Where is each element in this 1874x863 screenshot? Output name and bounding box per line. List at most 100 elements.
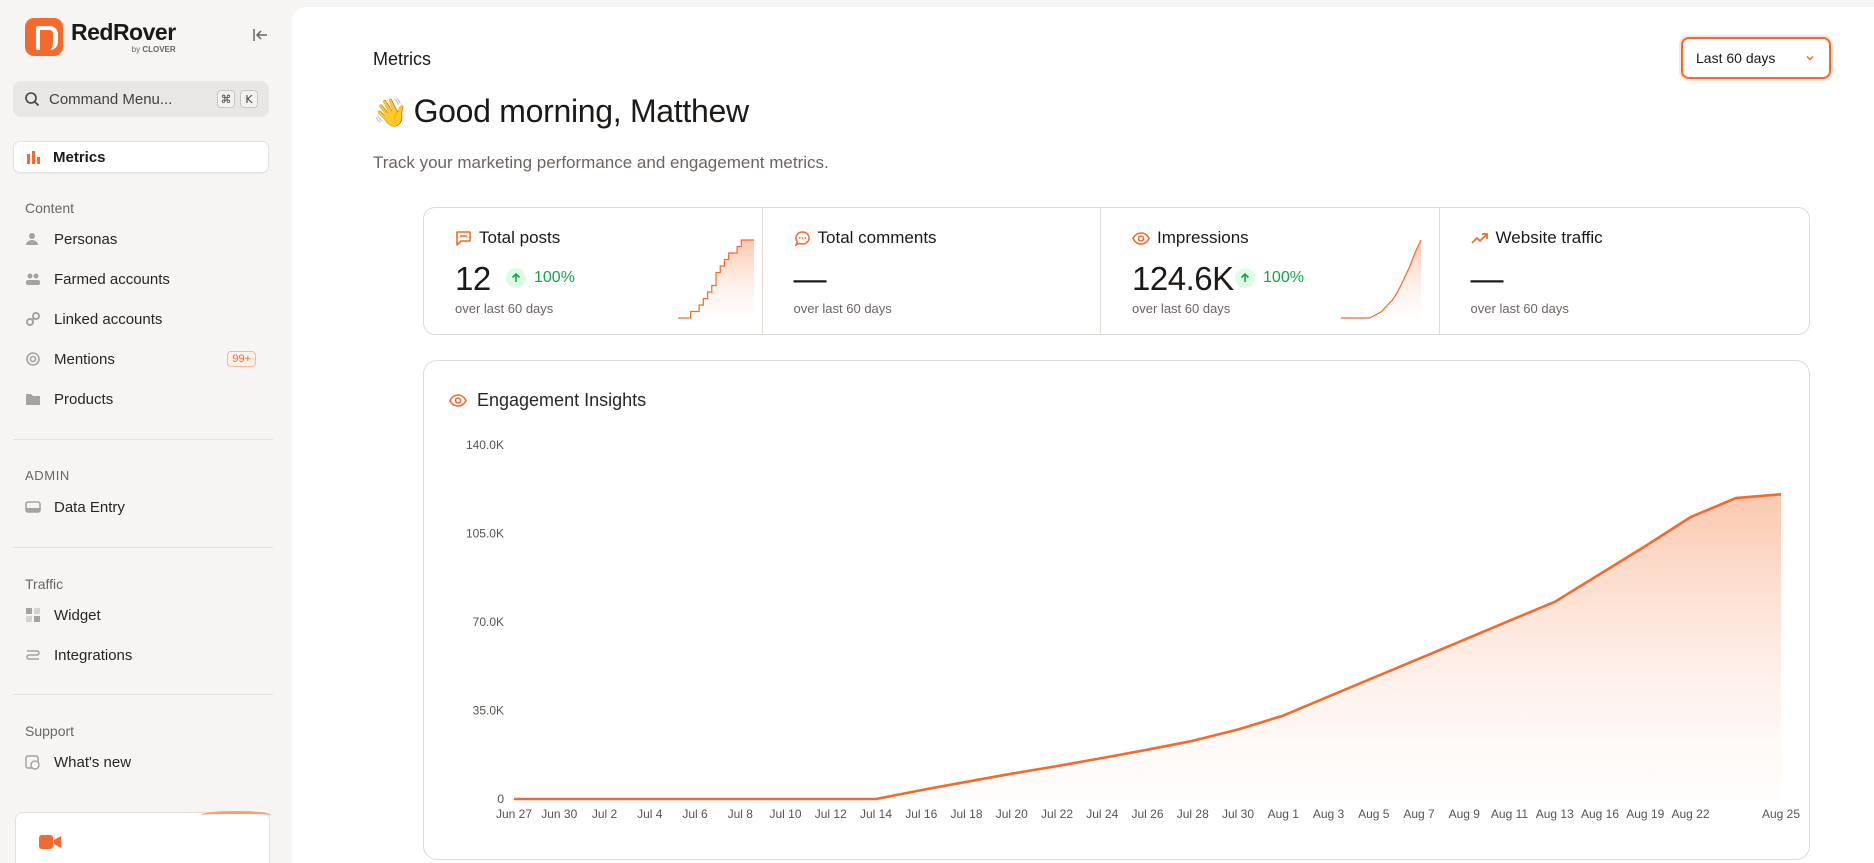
section-traffic: Traffic — [25, 576, 64, 592]
inbox-icon — [25, 501, 41, 513]
sidebar-item-whats-new[interactable]: What's new — [13, 746, 269, 778]
bar-chart-icon — [27, 151, 40, 164]
x-tick-label: Jun 30 — [541, 807, 577, 821]
message-square-icon — [456, 230, 471, 246]
x-tick-label: Jul 28 — [1177, 807, 1209, 821]
news-icon — [25, 755, 40, 770]
x-tick-label: Jul 6 — [682, 807, 708, 821]
mentions-badge: 99+ — [227, 351, 256, 367]
sparkline-line — [1341, 239, 1422, 319]
sidebar-item-personas[interactable]: Personas — [13, 223, 269, 255]
series-line — [514, 493, 1782, 801]
sidebar-item-metrics[interactable]: Metrics — [13, 141, 269, 173]
sidebar-divider — [13, 547, 273, 548]
date-range-select[interactable]: Last 60 days — [1681, 37, 1831, 79]
x-tick-label: Jul 22 — [1041, 807, 1073, 821]
stat-change: 100% — [506, 268, 575, 288]
section-support: Support — [25, 723, 75, 739]
promo-decoration — [201, 811, 271, 819]
promo-card[interactable] — [15, 811, 271, 863]
impressions-sparkline — [1341, 239, 1422, 319]
message-circle-icon — [794, 230, 810, 247]
x-tick-label: Aug 22 — [1671, 807, 1709, 821]
x-tick-label: Jul 2 — [592, 807, 618, 821]
grid-icon — [26, 608, 40, 622]
brand-name: RedRover — [71, 18, 176, 45]
stat-value: 124.6K — [1132, 260, 1234, 297]
x-tick-label: Aug 25 — [1762, 807, 1800, 821]
sidebar-item-mentions[interactable]: Mentions 99+ — [13, 343, 269, 375]
x-tick-label: Jul 26 — [1131, 807, 1163, 821]
y-tick-label: 140.0K — [466, 438, 504, 452]
stat-website-traffic[interactable]: Website traffic — over last 60 days — [1440, 208, 1809, 334]
stat-change: 100% — [1235, 268, 1304, 288]
main-content: Metrics Last 60 days 👋 Good morning, Matt… — [292, 7, 1874, 863]
x-tick-label: Jul 10 — [769, 807, 801, 821]
section-content: Content — [25, 200, 75, 216]
stat-total-posts[interactable]: Total posts 12 100% over last 60 days — [424, 208, 763, 334]
x-tick-label: Jun 27 — [496, 807, 532, 821]
stats-row: Total posts 12 100% over last 60 days To… — [423, 207, 1810, 335]
stat-impressions[interactable]: Impressions 124.6K 100% over last 60 day… — [1101, 208, 1440, 334]
stat-footnote: over last 60 days — [455, 301, 554, 316]
x-tick-label: Aug 19 — [1626, 807, 1664, 821]
redrover-logo-icon — [25, 18, 63, 56]
greeting-text: Good morning, Matthew — [413, 93, 750, 129]
sidebar-item-label: Farmed accounts — [54, 270, 170, 288]
collapse-sidebar-icon[interactable] — [248, 26, 272, 50]
stat-footnote: over last 60 days — [1470, 301, 1569, 316]
y-tick-label: 70.0K — [473, 615, 504, 629]
x-tick-label: Jul 24 — [1086, 807, 1118, 821]
command-menu[interactable]: Command Menu... ⌘ K — [13, 81, 269, 117]
y-tick-label: 0 — [497, 792, 504, 806]
stat-change-value: 100% — [1263, 269, 1304, 286]
x-tick-label: Aug 11 — [1491, 807, 1528, 821]
sidebar-item-label: Metrics — [53, 148, 106, 166]
sidebar-item-label: Mentions — [54, 350, 115, 368]
x-tick-label: Jul 8 — [728, 807, 754, 821]
sidebar-divider — [13, 439, 273, 440]
sidebar-item-label: What's new — [54, 753, 132, 771]
x-tick-label: Jul 4 — [637, 807, 663, 821]
page-title: Metrics — [373, 49, 431, 69]
sidebar-item-data-entry[interactable]: Data Entry — [13, 491, 269, 523]
x-tick-label: Aug 1 — [1268, 807, 1300, 821]
users-icon — [26, 273, 40, 285]
cmd-key: ⌘ — [217, 90, 235, 108]
sidebar-item-label: Personas — [54, 230, 118, 248]
x-tick-label: Aug 5 — [1358, 807, 1390, 821]
brand-sub: by CLOVER — [71, 44, 176, 54]
sidebar-divider — [13, 694, 273, 695]
x-tick-label: Aug 13 — [1536, 807, 1574, 821]
sparkline-area — [1341, 240, 1422, 318]
sidebar-item-label: Linked accounts — [54, 310, 163, 328]
sidebar-item-products[interactable]: Products — [13, 383, 269, 415]
x-tick-label: Jul 16 — [905, 807, 937, 821]
chart-title: Engagement Insights — [477, 390, 647, 410]
sidebar-item-label: Integrations — [54, 646, 133, 664]
engagement-chart[interactable]: 0 35.0K 70.0K 105.0K 140.0K Jun 27 Jun 30 Jul 2… — [424, 361, 1809, 859]
sidebar-item-farmed-accounts[interactable]: Farmed accounts — [13, 263, 269, 295]
stat-value: — — [1470, 260, 1504, 297]
sidebar-item-linked-accounts[interactable]: Linked accounts — [13, 303, 269, 335]
stat-value: — — [793, 260, 827, 297]
stat-total-comments[interactable]: Total comments — over last 60 days — [763, 208, 1102, 334]
sidebar-item-label: Data Entry — [54, 498, 125, 516]
greeting: 👋 Good morning, Matthew — [373, 93, 749, 130]
x-tick-label: Aug 7 — [1403, 807, 1435, 821]
stat-footnote: over last 60 days — [1132, 301, 1231, 316]
sidebar-item-label: Products — [54, 390, 114, 408]
command-menu-label: Command Menu... — [49, 90, 173, 108]
link-icon — [26, 312, 40, 326]
page-subtitle: Track your marketing performance and eng… — [373, 153, 829, 172]
stat-title: Total posts — [479, 228, 561, 247]
sidebar-item-integrations[interactable]: Integrations — [13, 639, 269, 671]
brand-logo[interactable]: RedRover by CLOVER — [25, 18, 176, 56]
sidebar-item-widget[interactable]: Widget — [13, 599, 269, 631]
x-tick-label: Aug 3 — [1313, 807, 1345, 821]
x-tick-label: Jul 18 — [950, 807, 982, 821]
eye-icon — [1132, 231, 1150, 245]
k-key: K — [240, 90, 258, 108]
x-tick-label: Jul 30 — [1222, 807, 1254, 821]
brand-by: by — [131, 44, 141, 54]
